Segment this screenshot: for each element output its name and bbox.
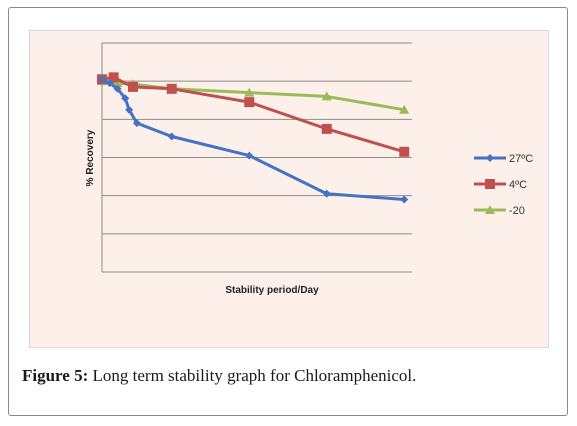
data-point-27c	[105, 79, 114, 88]
data-point-4c	[321, 123, 332, 134]
data-point-4c	[166, 83, 177, 94]
legend-marker	[485, 205, 495, 214]
data-point-27c	[121, 94, 130, 103]
data-point-27c	[113, 84, 122, 93]
figure-caption: Figure 5: Long term stability graph for …	[22, 366, 562, 386]
caption-text: Long term stability graph for Chloramphe…	[88, 366, 417, 385]
data-point-4c	[108, 72, 119, 83]
data-point-20	[244, 87, 255, 97]
legend-item-4c: 4ºC	[474, 179, 527, 191]
series-20	[97, 76, 410, 114]
data-point-27c	[167, 132, 176, 141]
data-point-27c	[125, 105, 134, 114]
data-point-27c	[245, 151, 254, 160]
data-point-20	[321, 91, 332, 101]
data-point-27c	[400, 195, 409, 204]
legend-label: 27ºC	[509, 153, 533, 165]
data-point-27c	[132, 119, 141, 128]
data-point-27c	[322, 189, 331, 198]
x-axis-label: Stability period/Day	[225, 285, 319, 296]
data-point-4c	[128, 81, 138, 92]
data-point-20	[399, 104, 410, 114]
legend-label: -20	[509, 205, 525, 217]
data-point-4c	[399, 146, 410, 157]
legend-item-20: -20	[474, 205, 525, 217]
caption-label: Figure 5:	[22, 366, 89, 385]
legend-label: 4ºC	[509, 179, 527, 191]
series-27c	[98, 75, 409, 204]
legend-marker	[486, 154, 494, 162]
legend-marker	[485, 179, 495, 189]
legend-item-27c: 27ºC	[474, 153, 533, 165]
data-point-27c	[98, 75, 106, 84]
data-point-4c	[244, 97, 255, 108]
y-axis-label: % Recovery	[85, 129, 96, 186]
series-line-4c	[101, 75, 405, 154]
data-point-20	[112, 78, 123, 88]
series-line-27c	[101, 77, 405, 201]
